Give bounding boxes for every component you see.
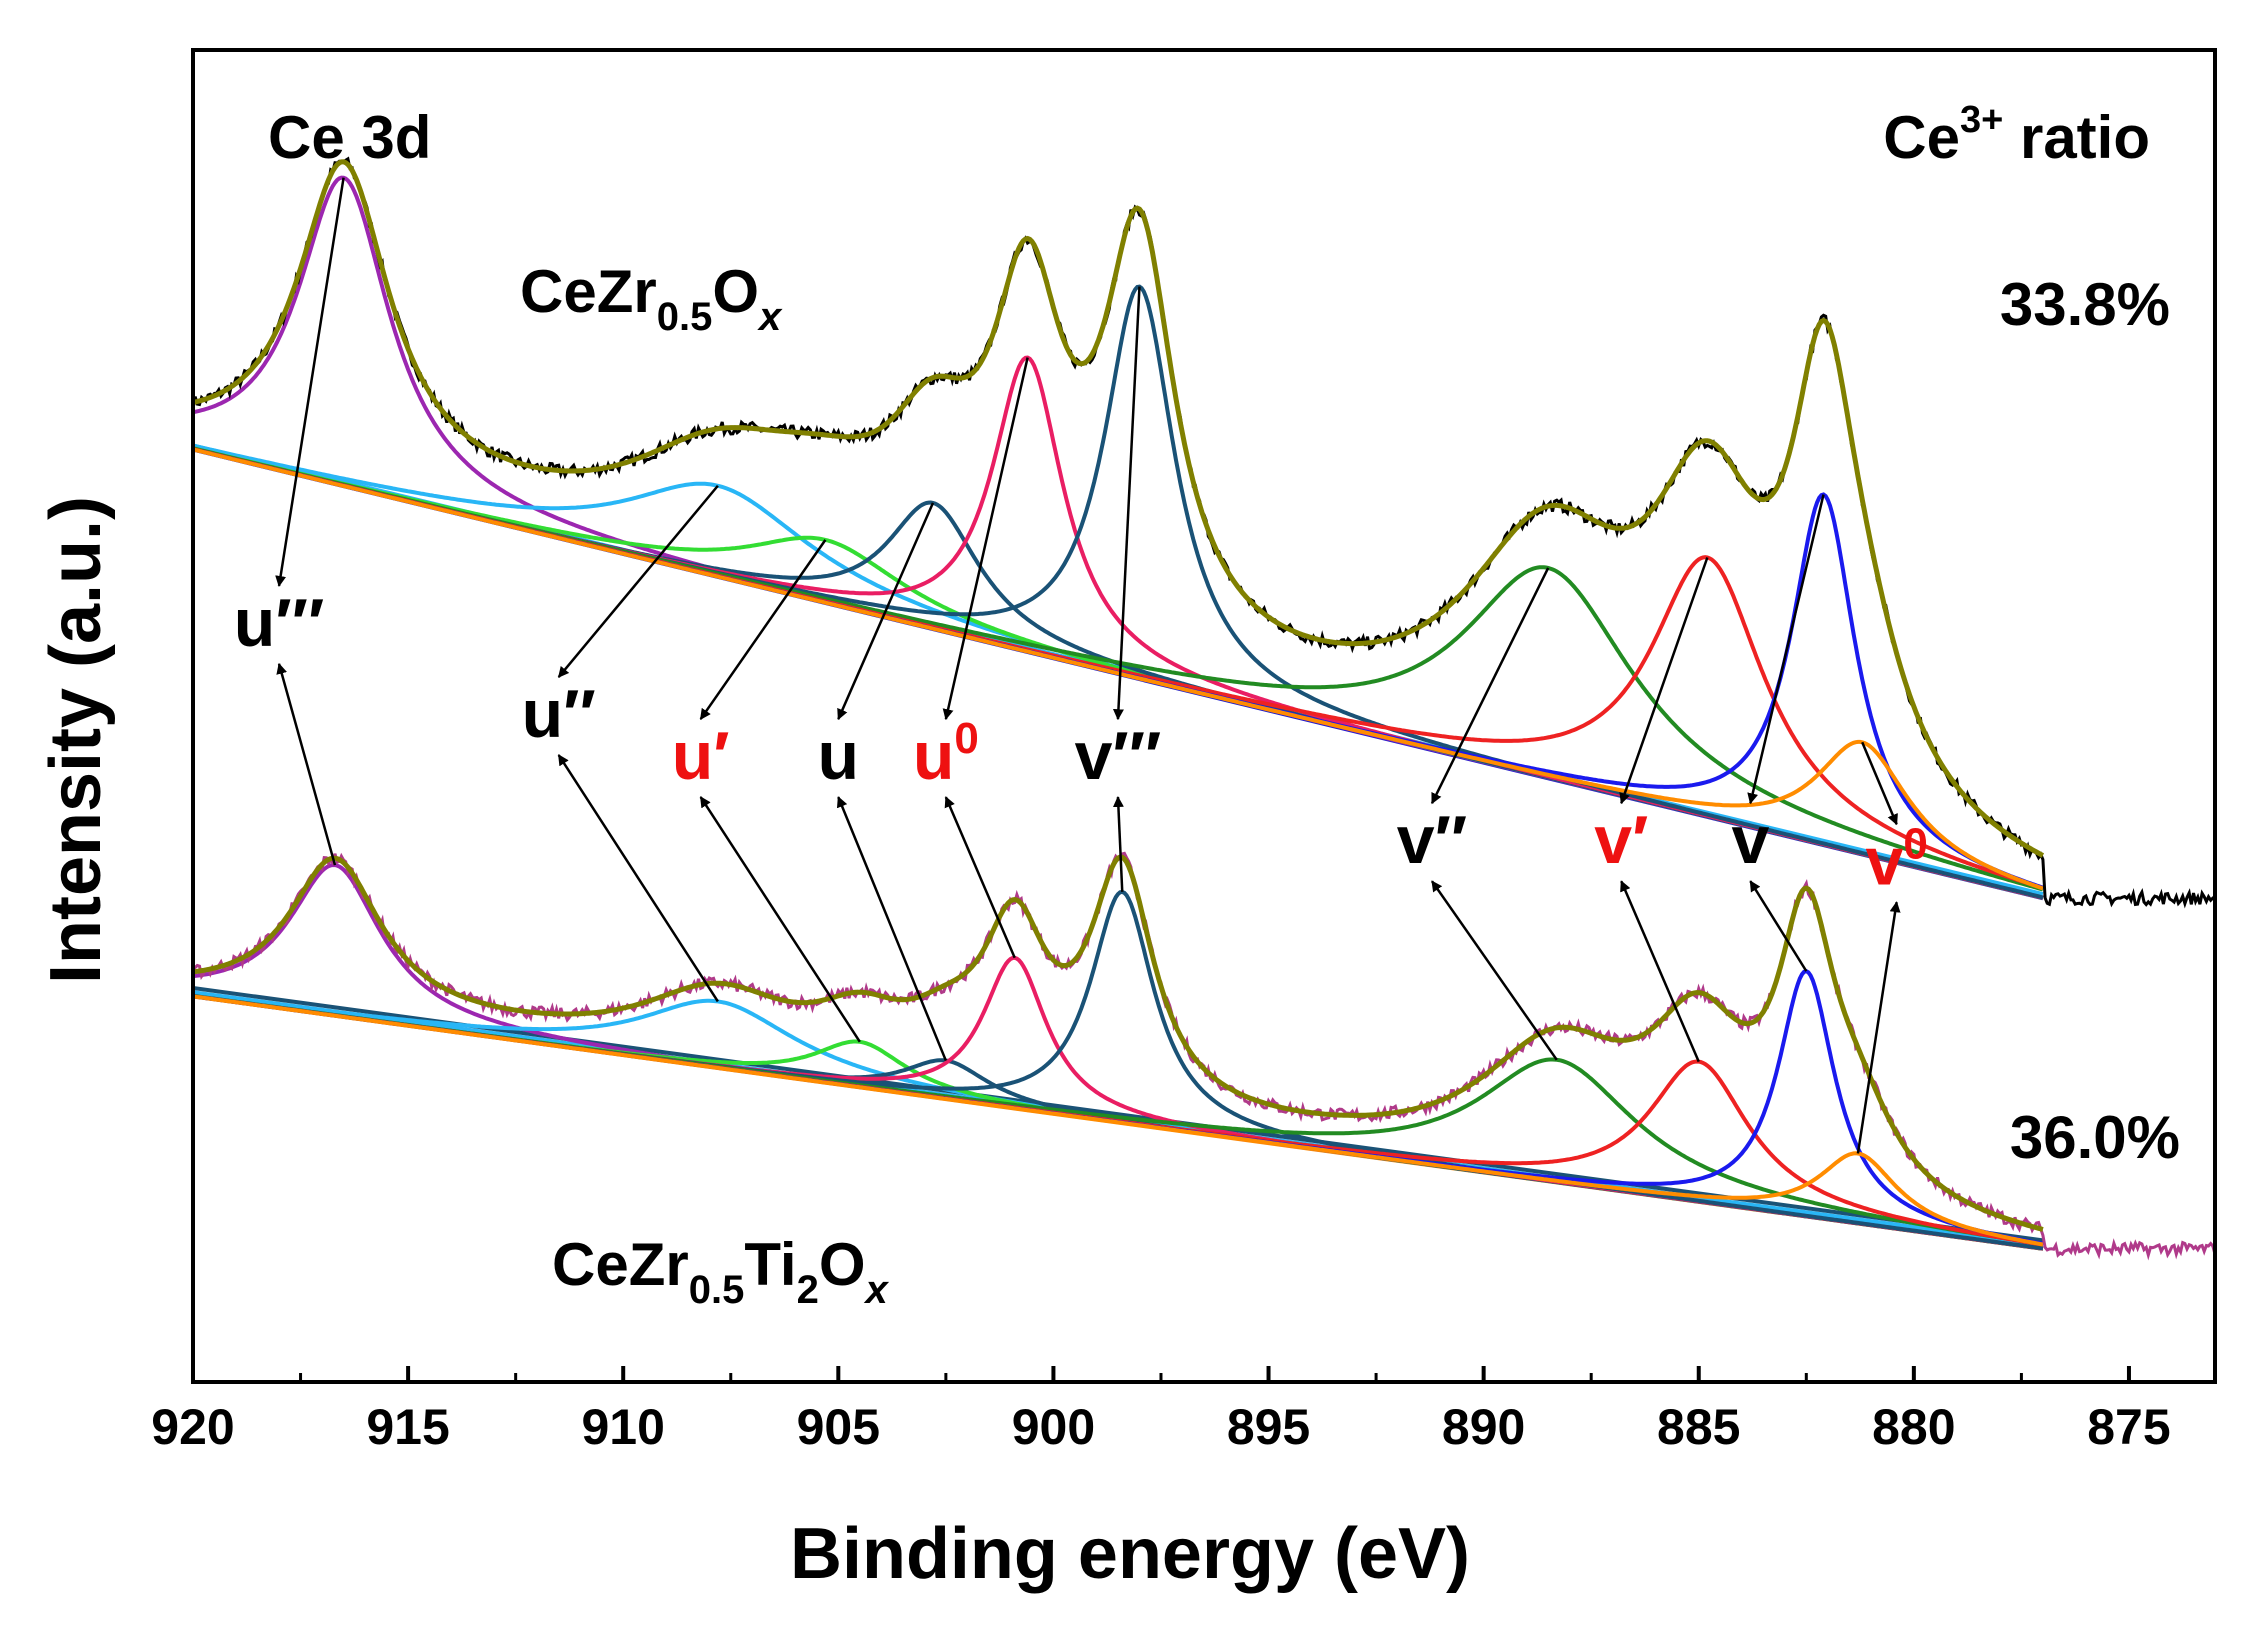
peak-label-3: u′ [672,718,730,794]
peak-arrow-1-10 [1861,741,1898,826]
peak-arrows [275,177,1901,1154]
peak-arrow-2-9 [1749,880,1808,972]
peak-arrow-1-4 [837,502,935,721]
peak-label-5: u0 [913,714,979,794]
x-tick-label: 890 [1442,1399,1525,1455]
peak-arrow-1-5 [942,357,1029,721]
peak-arrow-2-4 [836,796,948,1062]
peak-arrow-1-8 [1619,557,1709,805]
peak-arrow-2-3 [699,796,861,1043]
fit-envelopes [193,159,2045,1232]
x-tick-label: 910 [581,1399,664,1455]
x-axis-ticks: 920 915 910 905 900 895 890 885 880 875 [151,1366,2171,1455]
peak-arrow-1-3 [699,539,827,720]
peak-arrow-2-2 [557,754,719,1003]
ratio-header: Ce3+ ratio [1883,99,2150,171]
ratio-value-sample-1: 33.8% [2000,271,2170,338]
x-tick-label: 920 [151,1399,234,1455]
peak-arrow-1-7 [1430,567,1550,805]
fit-envelope-2 [193,854,2044,1232]
x-tick-label: 905 [797,1399,880,1455]
peak-arrow-1-1 [275,177,345,587]
peak-label-1: u′′′ [234,585,324,661]
x-tick-label: 900 [1012,1399,1095,1455]
peak-arrow-1-6 [1112,286,1141,721]
x-tick-label: 915 [366,1399,449,1455]
fitted-components [193,175,2044,1251]
peak-label-6: v′′′ [1075,718,1162,794]
peak-label-4: u [818,718,860,794]
x-tick-label: 895 [1227,1399,1310,1455]
y-axis-title: Intensity (a.u.) [36,496,116,984]
x-tick-label: 885 [1657,1399,1740,1455]
peak-label-10: v0 [1865,819,1927,899]
peak-arrow-1-9 [1747,494,1825,805]
component-2-10 [193,994,2044,1247]
peak-label-8: v′ [1594,802,1648,878]
component-1-10 [193,447,2044,891]
x-tick-label: 875 [2087,1399,2170,1455]
peak-arrow-2-10 [1856,901,1901,1154]
raw-spectrum-1 [193,156,2215,909]
peak-label-9: v [1731,802,1769,878]
x-tick-label: 880 [1872,1399,1955,1455]
peak-arrow-2-1 [276,662,337,866]
region-label: Ce 3d [268,104,431,171]
peak-label-2: u′′ [522,676,596,752]
sample-label-2: CeZr0.5Ti2Ox [552,1231,889,1312]
sample-label-1: CeZr0.5Ox [520,258,783,339]
peak-arrow-1-2 [557,484,719,678]
peak-labels: u′′′ u′′ u′ u u0 v′′′ v′′ v′ v v0 [234,585,1928,899]
peak-arrow-2-6 [1112,795,1124,892]
peak-arrow-2-5 [944,796,1016,959]
fit-envelope-1 [193,159,2045,858]
peak-arrow-2-7 [1430,880,1558,1061]
plot-frame [191,48,2217,1384]
x-axis-title: Binding energy (eV) [790,1514,1470,1594]
ratio-value-sample-2: 36.0% [2010,1104,2180,1171]
peak-label-7: v′′ [1397,802,1467,878]
raw-spectrum-2 [193,851,2215,1261]
peak-arrow-2-8 [1620,880,1700,1063]
